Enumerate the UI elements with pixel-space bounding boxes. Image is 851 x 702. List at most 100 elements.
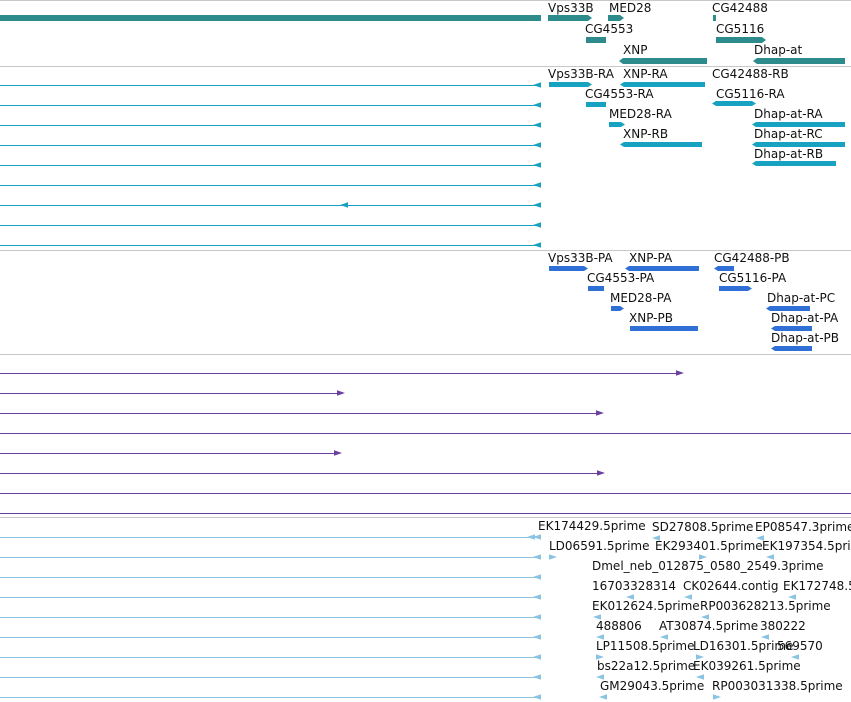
alignment-line xyxy=(0,413,600,414)
est-label: 569570 xyxy=(777,639,823,653)
est-feature xyxy=(756,535,764,541)
gene-track: Vps33B MED28 CG42488 CG4553 CG5116 XNP Dhap-at xyxy=(0,0,851,66)
est-feature xyxy=(696,674,704,680)
est-label: EK293401.5prime xyxy=(655,539,763,553)
transcript-feature[interactable] xyxy=(711,99,757,108)
gene-label: MED28 xyxy=(609,1,652,15)
gene-feature[interactable] xyxy=(752,56,850,66)
est-label: LP11508.5prime xyxy=(596,639,695,653)
est-feature xyxy=(596,634,604,640)
protein-feature[interactable] xyxy=(770,324,817,333)
transcript-feature[interactable] xyxy=(619,140,707,149)
gene-label: Vps33B xyxy=(548,1,594,15)
transcript-line xyxy=(0,225,537,226)
gene-feature[interactable] xyxy=(603,13,625,23)
protein-feature[interactable] xyxy=(713,264,739,273)
est-line xyxy=(0,577,537,578)
protein-feature[interactable] xyxy=(765,304,815,313)
gene-feature[interactable] xyxy=(708,13,721,23)
protein-label: CG42488-PB xyxy=(714,251,790,265)
est-feature xyxy=(593,614,601,620)
est-arrow xyxy=(533,654,541,660)
transcript-label: Dhap-at-RC xyxy=(754,127,823,141)
alignment-arrow xyxy=(334,450,342,456)
alignment-line xyxy=(0,393,341,394)
est-line xyxy=(0,657,537,658)
transcript-feature[interactable] xyxy=(619,80,710,89)
gene-feature[interactable] xyxy=(543,13,593,23)
track-divider xyxy=(0,66,851,67)
est-feature xyxy=(684,594,692,600)
protein-label: XNP-PA xyxy=(629,251,673,265)
transcript-feature[interactable] xyxy=(751,120,850,129)
gene-label: CG42488 xyxy=(712,1,768,15)
est-line xyxy=(0,617,537,618)
est-arrow xyxy=(533,554,541,560)
protein-label: Dhap-at-PA xyxy=(771,311,839,325)
transcript-line xyxy=(0,245,537,246)
transcript-arrow xyxy=(533,222,541,228)
est-arrow xyxy=(533,594,541,600)
transcript-arrow xyxy=(533,142,541,148)
transcript-arrow xyxy=(533,162,541,168)
alignment-line xyxy=(0,493,851,494)
est-arrow xyxy=(533,634,541,640)
track-divider xyxy=(0,354,851,355)
transcript-line xyxy=(0,205,537,206)
gene-feature[interactable] xyxy=(618,56,712,66)
transcript-line xyxy=(0,145,537,146)
transcript-feature[interactable] xyxy=(581,100,611,109)
alignment-arrow xyxy=(597,470,605,476)
protein-feature[interactable] xyxy=(606,304,625,313)
est-feature xyxy=(791,654,799,660)
protein-feature[interactable] xyxy=(583,284,609,293)
gene-feature[interactable] xyxy=(581,35,611,45)
est-line xyxy=(0,697,537,698)
protein-feature[interactable] xyxy=(770,344,817,353)
est-label: LD06591.5prime xyxy=(549,539,650,553)
transcript-feature[interactable] xyxy=(751,159,841,168)
est-feature xyxy=(652,535,660,541)
est-line xyxy=(0,597,537,598)
transcript-label: CG5116-RA xyxy=(716,87,785,101)
alignment-arrow xyxy=(596,410,604,416)
transcript-line xyxy=(0,105,537,106)
alignment-line xyxy=(0,433,851,434)
protein-feature[interactable] xyxy=(714,284,753,293)
transcript-arrow xyxy=(533,102,541,108)
alignment-line xyxy=(0,513,851,514)
est-label: RP003628213.5prime xyxy=(700,599,831,613)
track-divider xyxy=(0,250,851,251)
protein-feature[interactable] xyxy=(544,264,589,273)
est-arrow xyxy=(533,694,541,700)
alignment-line xyxy=(0,373,680,374)
transcript-feature[interactable] xyxy=(751,140,850,149)
est-feature xyxy=(527,534,535,540)
est-arrow xyxy=(533,614,541,620)
est-label: 488806 xyxy=(596,619,642,633)
transcript-label: CG4553-RA xyxy=(585,87,654,101)
gene-label: CG5116 xyxy=(716,22,765,36)
alignment-line xyxy=(0,453,338,454)
est-feature xyxy=(599,694,607,700)
gene-feature-bar[interactable] xyxy=(0,13,546,23)
est-label: SD27808.5prime xyxy=(652,520,754,534)
protein-feature[interactable] xyxy=(625,324,703,333)
transcript-label: CG42488-RB xyxy=(712,67,789,81)
est-line xyxy=(0,557,537,558)
gene-feature[interactable] xyxy=(711,35,767,45)
transcript-label: MED28-RA xyxy=(609,107,672,121)
est-feature xyxy=(660,634,668,640)
est-label: EK172748.5prime xyxy=(783,579,851,593)
est-label: CK02644.contig xyxy=(683,579,779,593)
protein-label: Vps33B-PA xyxy=(548,251,613,265)
transcript-feature[interactable] xyxy=(604,120,626,129)
alignment-arrow xyxy=(337,390,345,396)
protein-feature[interactable] xyxy=(624,264,704,273)
est-label: 16703328314 xyxy=(592,579,676,593)
transcript-line xyxy=(0,85,537,86)
est-label: 380222 xyxy=(760,619,806,633)
protein-label: CG4553-PA xyxy=(587,271,655,285)
transcript-feature[interactable] xyxy=(544,80,593,89)
